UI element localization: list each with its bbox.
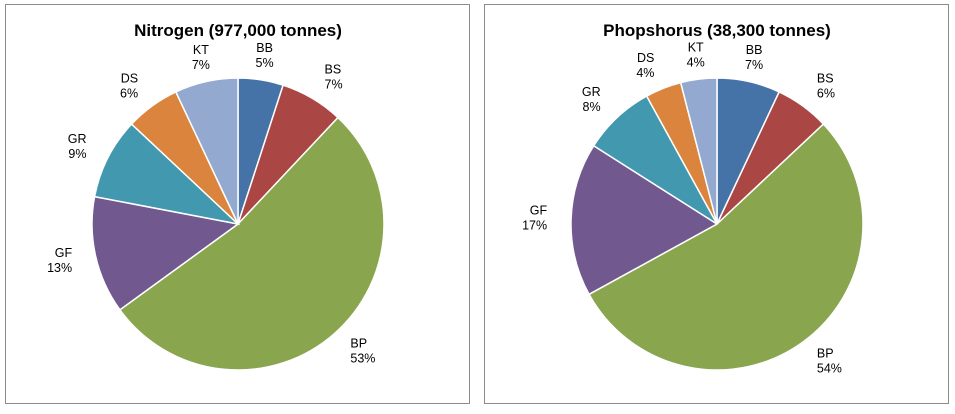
slice-label-bp: BP 53% — [350, 337, 375, 366]
phosphorus-pie-chart: Phopshorus (38,300 tonnes) BB 7% BS 6% BP 54%… — [522, 21, 864, 376]
chart-title: Phopshorus (38,300 tonnes) — [603, 21, 831, 40]
slice-percent: 7% — [192, 58, 210, 72]
slice-percent: 13% — [47, 261, 72, 275]
slice-percent: 9% — [68, 147, 86, 161]
slice-label-bs: BS 7% — [325, 63, 343, 92]
pie-labels: BB 7%BS 6%BP 54%GF 17%GR 8%DS 4%KT 4% — [522, 40, 842, 375]
slice-category: GF — [530, 204, 548, 218]
pie-slice-kt — [174, 77, 239, 225]
slice-percent: 54% — [817, 362, 842, 376]
pie-slice-gf — [91, 195, 240, 311]
pie-slices — [91, 77, 385, 371]
slice-percent: 6% — [120, 87, 138, 101]
pie-slices — [570, 77, 864, 371]
slice-label-bs: BS 6% — [817, 72, 835, 101]
slice-label-gr: GR 9% — [68, 132, 87, 161]
slice-label-kt: KT 7% — [192, 43, 210, 72]
slice-percent: 4% — [636, 66, 654, 80]
slice-category: KT — [193, 43, 209, 57]
slice-category: BB — [746, 43, 763, 57]
pie-labels: BB 5% BS 7%BP 53%GF 13%GR 9%DS 6%KT 7% — [47, 41, 375, 365]
slice-percent: 7% — [745, 58, 763, 72]
slice-category: BS — [325, 63, 342, 77]
pie-slice-kt — [679, 77, 718, 225]
pie-slice-gr — [93, 122, 241, 226]
nitrogen-chart-panel: Nitrogen (977,000 tonnes) BB 5% BS 7% BP 53% G… — [5, 4, 470, 404]
slice-category: DS — [121, 72, 138, 86]
slice-category: BP — [350, 337, 367, 351]
pie-slice-gf — [570, 144, 719, 296]
nitrogen-pie-chart: Nitrogen (977,000 tonnes) BB 5% BS 7%BP 53%G… — [47, 21, 385, 371]
slice-percent: 4% — [687, 55, 705, 69]
slice-category: GF — [55, 246, 73, 260]
chart-title: Nitrogen (977,000 tonnes) — [134, 21, 342, 40]
slice-label-bb: BB 5% — [256, 41, 274, 70]
slice-percent: 8% — [583, 100, 601, 114]
phosphorus-chart-panel: Phopshorus (38,300 tonnes) BB 7% BS 6% BP 54%… — [484, 4, 949, 404]
slice-label-gr: GR 8% — [582, 85, 601, 114]
slice-label-bp: BP 54% — [817, 347, 842, 376]
slice-category: BS — [817, 72, 834, 86]
slice-label-bb: BB 7% — [745, 43, 763, 72]
slice-percent: 5% — [256, 56, 274, 70]
pie-slice-bp — [118, 116, 385, 371]
slice-percent: 6% — [817, 87, 835, 101]
pie-slice-bp — [588, 122, 864, 371]
slice-label-gf: GF 17% — [522, 204, 547, 233]
slice-percent: 7% — [325, 78, 343, 92]
slice-category: BB — [256, 41, 273, 55]
slice-category: DS — [637, 51, 654, 65]
slice-category: GR — [68, 132, 87, 146]
slice-label-ds: DS 6% — [120, 72, 138, 101]
slice-percent: 53% — [350, 352, 375, 366]
slice-label-ds: DS 4% — [636, 51, 654, 80]
slice-label-gf: GF 13% — [47, 246, 72, 275]
slice-percent: 17% — [522, 219, 547, 233]
slice-label-kt: KT 4% — [687, 40, 705, 69]
slice-category: KT — [688, 40, 704, 54]
slice-category: GR — [582, 85, 601, 99]
slice-category: BP — [817, 347, 834, 361]
